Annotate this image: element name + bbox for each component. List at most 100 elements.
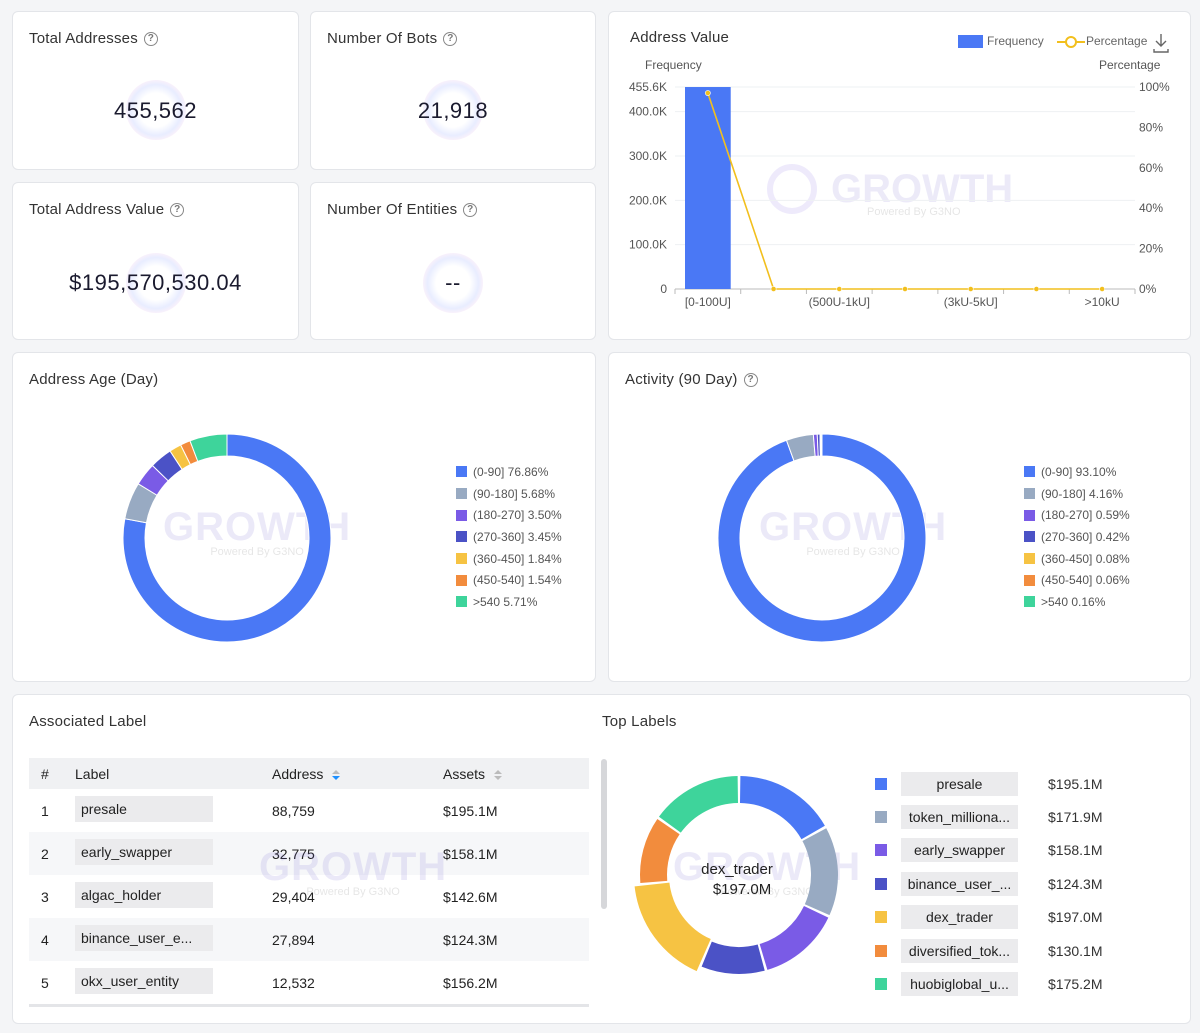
label-tag[interactable]: dex_trader: [901, 905, 1018, 930]
help-icon[interactable]: ?: [743, 372, 758, 387]
label-tag[interactable]: early_swapper: [75, 839, 213, 865]
stat-value: 21,918: [417, 98, 489, 123]
activity-card: Activity (90 Day) ? GROWTH Powered By G3…: [608, 352, 1191, 682]
legend-item[interactable]: (450-540] 0.06%: [1024, 569, 1130, 591]
donut-slice[interactable]: [634, 882, 711, 972]
label-tag[interactable]: binance_user_...: [901, 871, 1018, 896]
frequency-bar[interactable]: [685, 87, 731, 289]
legend-item[interactable]: (0-90] 93.10%: [1024, 461, 1130, 483]
percentage-point[interactable]: [902, 286, 908, 292]
row-address: 27,894: [272, 931, 315, 948]
legend-item[interactable]: (450-540] 1.54%: [456, 569, 562, 591]
legend-item[interactable]: (180-270] 3.50%: [456, 504, 562, 526]
label-tag[interactable]: algac_holder: [75, 882, 213, 908]
legend-item[interactable]: >540 5.71%: [456, 591, 562, 613]
activity-donut: [717, 433, 927, 643]
address-age-donut: [122, 433, 332, 643]
label-tag[interactable]: early_swapper: [901, 838, 1018, 863]
top-label-item[interactable]: dex_trader $197.0M: [875, 901, 1102, 934]
stat-title: Number Of Entities: [327, 201, 458, 218]
download-icon[interactable]: [1153, 34, 1169, 53]
top-label-item[interactable]: diversified_tok... $130.1M: [875, 934, 1102, 967]
label-tag[interactable]: okx_user_entity: [75, 968, 213, 994]
legend-item[interactable]: (0-90] 76.86%: [456, 461, 562, 483]
donut-slice[interactable]: [717, 433, 927, 643]
table-row[interactable]: 3 algac_holder 29,404 $142.6M: [29, 875, 589, 918]
sort-icon[interactable]: [493, 769, 502, 781]
watermark-sub: Powered By G3NO: [867, 206, 961, 218]
legend-percentage-marker[interactable]: [1065, 36, 1077, 48]
donut-slice[interactable]: [189, 433, 228, 463]
percentage-point[interactable]: [770, 286, 777, 292]
percentage-point[interactable]: [1033, 286, 1040, 292]
label-tag[interactable]: token_milliona...: [901, 805, 1018, 830]
sort-icon[interactable]: [332, 769, 341, 781]
legend-label: (90-180] 4.16%: [1041, 486, 1124, 501]
legend-swatch: [1024, 553, 1035, 565]
legend-item[interactable]: (90-180] 5.68%: [456, 483, 562, 505]
legend-item[interactable]: (360-450] 1.84%: [456, 548, 562, 570]
table-row[interactable]: 1 presale 88,759 $195.1M: [29, 789, 589, 832]
help-icon[interactable]: ?: [443, 31, 458, 46]
label-value: $195.1M: [1048, 775, 1103, 792]
label-tag[interactable]: binance_user_e...: [75, 925, 213, 951]
top-label-item[interactable]: binance_user_... $124.3M: [875, 867, 1102, 900]
col-address-label[interactable]: Address: [272, 765, 324, 782]
label-tag[interactable]: diversified_tok...: [901, 938, 1018, 963]
col-assets-label[interactable]: Assets: [443, 765, 486, 782]
row-assets: $156.2M: [443, 974, 498, 991]
row-address: 88,759: [272, 802, 315, 819]
legend-item[interactable]: (180-270] 0.59%: [1024, 504, 1130, 526]
legend-swatch: [875, 944, 887, 957]
legend-label: >540 0.16%: [1041, 594, 1106, 609]
donut-slice[interactable]: [802, 828, 838, 916]
row-assets: $124.3M: [443, 931, 498, 948]
address-value-card: Address Value GROWTH Powered By G3NO Fre…: [608, 11, 1191, 340]
top-label-item[interactable]: token_milliona... $171.9M: [875, 800, 1102, 833]
legend-item[interactable]: (90-180] 4.16%: [1024, 483, 1130, 505]
associated-label-table: # Label Address Assets 1 presale 88,759 …: [29, 758, 589, 1004]
table-row[interactable]: 4 binance_user_e... 27,894 $124.3M: [29, 918, 589, 961]
legend-item[interactable]: >540 0.16%: [1024, 591, 1130, 613]
row-index: 5: [41, 974, 49, 991]
percentage-point[interactable]: [1099, 286, 1106, 292]
donut-slice[interactable]: [658, 776, 738, 833]
col-assets[interactable]: Assets: [443, 766, 589, 782]
top-label-item[interactable]: huobiglobal_u... $175.2M: [875, 967, 1102, 1000]
legend-frequency-label[interactable]: Frequency: [987, 34, 1044, 48]
donut-slice[interactable]: [759, 906, 829, 970]
label-tag[interactable]: huobiglobal_u...: [901, 972, 1018, 997]
legend-percentage-label[interactable]: Percentage: [1086, 34, 1148, 48]
row-address: 29,404: [272, 888, 315, 905]
col-address[interactable]: Address: [272, 766, 443, 782]
chart-title: Activity (90 Day): [625, 371, 738, 388]
donut-slice[interactable]: [820, 433, 823, 457]
legend-label: (360-450] 1.84%: [473, 551, 562, 566]
table-row[interactable]: 5 okx_user_entity 12,532 $156.2M: [29, 961, 589, 1004]
y2-tick-label: 0%: [1139, 282, 1157, 296]
help-icon[interactable]: ?: [170, 202, 185, 217]
donut-slice[interactable]: [740, 776, 825, 840]
legend-label: (90-180] 5.68%: [473, 486, 556, 501]
help-icon[interactable]: ?: [463, 202, 478, 217]
donut-slice[interactable]: [701, 941, 765, 974]
donut-slice[interactable]: [640, 819, 680, 883]
top-label-item[interactable]: early_swapper $158.1M: [875, 834, 1102, 867]
legend-item[interactable]: (360-450] 0.08%: [1024, 548, 1130, 570]
donut-slice[interactable]: [122, 433, 332, 643]
y-tick-label: 200.0K: [629, 193, 667, 207]
help-icon[interactable]: ?: [143, 31, 158, 46]
legend-item[interactable]: (270-360] 3.45%: [456, 526, 562, 548]
percentage-point[interactable]: [836, 286, 843, 292]
label-tag[interactable]: presale: [901, 771, 1018, 796]
halo-decoration: [423, 253, 483, 313]
top-label-item[interactable]: presale $195.1M: [875, 767, 1102, 800]
legend-frequency-swatch[interactable]: [958, 35, 983, 48]
y-tick-label: 400.0K: [629, 105, 667, 119]
table-row[interactable]: 2 early_swapper 32,775 $158.1M: [29, 832, 589, 875]
percentage-point[interactable]: [967, 286, 974, 292]
legend-item[interactable]: (270-360] 0.42%: [1024, 526, 1130, 548]
table-scrollbar[interactable]: [601, 759, 607, 909]
label-tag[interactable]: presale: [75, 796, 213, 822]
percentage-point[interactable]: [704, 90, 711, 96]
